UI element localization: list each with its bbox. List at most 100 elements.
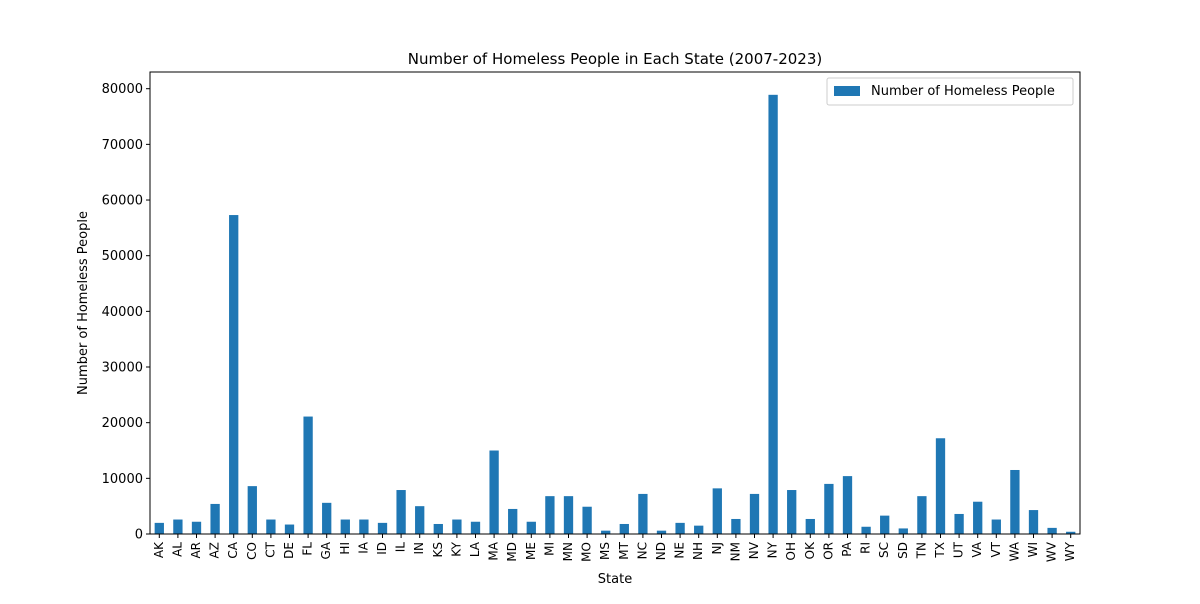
x-tick-label: MI [542, 542, 556, 556]
y-tick-label: 50000 [102, 249, 143, 264]
bar-ri [861, 526, 871, 534]
bar-ky [452, 519, 462, 534]
bar-al [173, 519, 183, 534]
bar-ar [191, 521, 202, 534]
bar-ut [954, 513, 964, 534]
x-tick-label: CT [263, 541, 277, 557]
x-tick-label: NC [635, 542, 649, 559]
x-tick-label: WI [1026, 542, 1040, 557]
plot-frame [149, 71, 1081, 535]
bar-nj [712, 488, 722, 534]
x-tick-label: AZ [208, 542, 222, 558]
legend-label: Number of Homeless People [871, 84, 1055, 99]
bar-wv [1047, 527, 1057, 534]
bar-de [284, 524, 295, 534]
x-tick-label: TN [914, 542, 928, 559]
bar-ak [154, 522, 164, 534]
bar-mo [582, 506, 592, 534]
bar-pa [842, 476, 853, 534]
x-tick-label: NM [728, 542, 742, 561]
bar-id [377, 522, 388, 534]
bar-ma [489, 450, 499, 534]
x-tick-label: KY [449, 541, 463, 556]
bar-wa [1010, 469, 1020, 534]
x-tick-label: MS [598, 542, 612, 560]
y-tick-label: 20000 [102, 416, 143, 431]
x-tick-label: GA [319, 541, 333, 559]
x-tick-label: NJ [710, 542, 724, 555]
bar-mt [619, 523, 629, 534]
y-tick-label: 40000 [102, 305, 143, 320]
x-tick-label: VA [970, 541, 984, 557]
bar-va [973, 501, 983, 534]
x-tick-label: LA [468, 541, 482, 557]
bar-ia [359, 519, 369, 534]
y-tick-label: 60000 [102, 194, 143, 209]
x-tick-label: FL [301, 542, 315, 556]
x-tick-label: MA [487, 541, 501, 560]
legend: Number of Homeless People [826, 77, 1074, 106]
x-tick-label: OH [784, 542, 798, 560]
y-tick-label: 80000 [102, 82, 143, 97]
x-tick-label: AL [170, 542, 184, 557]
bar-il [396, 490, 406, 534]
bar-nh [694, 525, 704, 534]
x-tick-label: NE [673, 542, 687, 559]
x-tick-label: WA [1007, 541, 1021, 561]
bar-oh [787, 490, 797, 534]
bar-ks [433, 523, 443, 534]
bar-la [470, 521, 481, 534]
x-tick-label: RI [859, 542, 873, 554]
x-tick-label: SC [877, 542, 891, 558]
x-tick-label: IL [394, 542, 408, 553]
bar-ny [768, 94, 778, 534]
x-tick-label: CO [245, 542, 259, 560]
y-tick-label: 30000 [102, 361, 143, 376]
bar-md [508, 508, 518, 534]
x-tick-label: ME [524, 542, 538, 560]
x-axis-label: State [598, 572, 632, 587]
x-tick-label: VT [989, 541, 1003, 557]
x-tick-label: KS [431, 542, 445, 558]
x-tick-label: MO [580, 542, 594, 562]
bars-layer [154, 94, 1076, 535]
y-axis-label: Number of Homeless People [76, 211, 91, 395]
bar-tx [935, 438, 946, 534]
bar-az [210, 503, 220, 534]
bar-ca [229, 215, 239, 535]
bar-or [824, 483, 834, 534]
bar-fl [303, 416, 313, 534]
x-tick-label: PA [840, 541, 854, 556]
x-axis: AK AL AR AZ CA CO CT DE FL GA HI IA ID IL IN KS KY LA MA MD… [152, 534, 1077, 562]
bar-nv [749, 493, 760, 534]
x-tick-label: AK [152, 541, 166, 558]
bar-ms [601, 530, 611, 534]
x-tick-label: WY [1063, 541, 1077, 561]
y-axis: 0 10000 20000 30000 40000 50000 60000 70000 8000… [102, 82, 150, 543]
x-tick-label: NH [691, 542, 705, 560]
chart-title: Number of Homeless People in Each State … [408, 50, 823, 68]
bar-in [415, 506, 425, 534]
bar-nc [638, 493, 648, 534]
x-tick-label: IN [412, 542, 426, 555]
x-tick-label: NV [747, 541, 761, 559]
x-tick-label: UT [952, 541, 966, 558]
x-tick-label: TX [933, 542, 947, 559]
x-tick-label: WV [1045, 541, 1059, 562]
bar-co [247, 486, 257, 534]
x-tick-label: DE [282, 542, 296, 559]
legend-frame [826, 77, 1074, 106]
x-tick-label: MT [617, 541, 631, 559]
x-tick-label: OK [803, 541, 817, 559]
legend-swatch [834, 86, 860, 96]
x-tick-label: MD [505, 542, 519, 562]
x-tick-label: HI [338, 542, 352, 555]
y-tick-label: 0 [135, 528, 143, 543]
bar-sd [898, 528, 908, 534]
x-tick-label: SD [896, 542, 910, 559]
x-tick-label: ND [654, 542, 668, 560]
y-tick-label: 10000 [102, 472, 143, 487]
x-tick-label: ID [375, 542, 389, 555]
